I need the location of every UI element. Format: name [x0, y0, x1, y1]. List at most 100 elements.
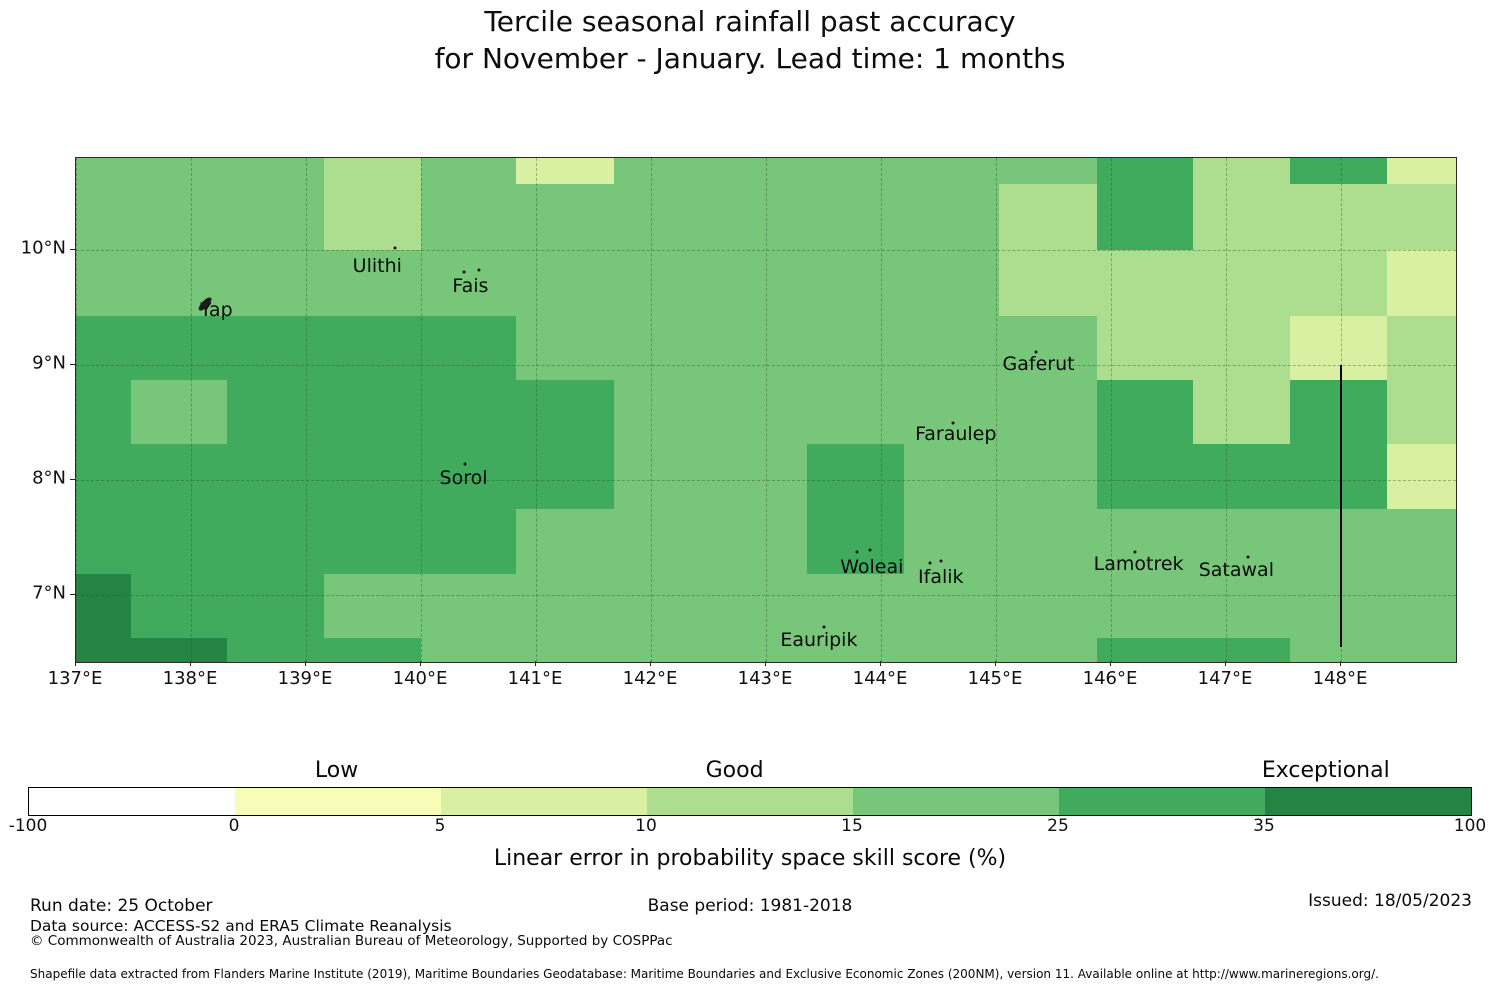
map-cell [1097, 379, 1194, 446]
map-cell [904, 315, 1001, 381]
x-axis-tickmark [880, 661, 881, 666]
map-cell [516, 508, 615, 575]
x-axis-tickmark [1110, 661, 1111, 666]
map-cell [1290, 250, 1388, 317]
x-axis-tick-label: 147°E [1197, 668, 1253, 689]
map-cell [904, 184, 1001, 251]
island-marker-dot [928, 561, 932, 565]
map-cell [1097, 184, 1194, 251]
map-cell [1387, 637, 1456, 662]
map-cell [516, 574, 615, 639]
x-axis-tick-label: 140°E [392, 668, 448, 689]
island-marker-dot [822, 625, 825, 629]
island-marker-dot [1246, 555, 1250, 559]
map-cell [1290, 158, 1388, 186]
map-cell [1387, 250, 1456, 317]
x-axis-tick-label: 145°E [967, 668, 1023, 689]
map-cell [904, 508, 1001, 575]
map-cell [614, 315, 711, 381]
longitude-gridline [536, 158, 537, 662]
map-cell [516, 637, 615, 662]
colorbar-segment [441, 788, 647, 815]
map-cell [1097, 508, 1194, 575]
map-cell [999, 574, 1098, 639]
map-cell [614, 184, 711, 251]
map-cell [709, 250, 809, 317]
map-cell [516, 158, 615, 186]
map-cell [709, 379, 809, 446]
map-cell [1192, 637, 1292, 662]
map-cell [614, 444, 711, 510]
longitude-gridline [651, 158, 652, 662]
map-cell [807, 379, 905, 446]
colorbar-category-label: Low [314, 758, 359, 783]
island-label: Fais [452, 274, 489, 297]
y-axis-tick-label: 9°N [32, 352, 66, 374]
base-period-text: Base period: 1981-2018 [647, 896, 853, 916]
colorbar-segment [1265, 788, 1471, 815]
map-cell [516, 250, 615, 317]
map-cell [1290, 184, 1388, 251]
map-cell [226, 250, 326, 317]
map-cell [807, 315, 905, 381]
island-label: Eauripik [780, 628, 858, 651]
map-cell [709, 444, 809, 510]
map-cell [421, 574, 518, 639]
map-cell [421, 444, 518, 510]
colorbar-axis-label: Linear error in probability space skill … [493, 846, 1007, 871]
map-cell [516, 379, 615, 446]
x-axis-tick-label: 139°E [277, 668, 333, 689]
eez-boundary-line [1340, 365, 1342, 647]
colorbar-tick-label: 10 [635, 816, 657, 836]
data-source-text: Data source: ACCESS-S2 and ERA5 Climate … [30, 917, 452, 935]
map-cell [324, 315, 422, 381]
map-cell [324, 250, 422, 317]
map-cell [999, 184, 1098, 251]
island-marker-dot [463, 462, 467, 466]
latitude-gridline [76, 595, 1456, 596]
map-cell [1387, 158, 1456, 186]
island-label: Ulithi [352, 255, 402, 278]
colorbar-category-label: Exceptional [1261, 758, 1390, 783]
x-axis-tickmark [420, 661, 421, 666]
map-cell [76, 250, 132, 317]
map-cell [1192, 250, 1292, 317]
map-cell [421, 508, 518, 575]
map-cell [1192, 184, 1292, 251]
colorbar-tick-label: 100 [1453, 816, 1487, 836]
title-line-1: Tercile seasonal rainfall past accuracy [484, 5, 1016, 38]
map-cell [421, 250, 518, 317]
map-cell [226, 444, 326, 510]
map-cell [1097, 315, 1194, 381]
x-axis-tick-label: 148°E [1312, 668, 1368, 689]
island-marker-dot [939, 559, 943, 562]
x-axis-tick-label: 141°E [507, 668, 563, 689]
map-cell [76, 637, 132, 662]
map-cell [1097, 637, 1194, 662]
map-cell [76, 315, 132, 381]
map-cell [324, 379, 422, 446]
map-cell [421, 637, 518, 662]
rainfall-accuracy-map: Yap Ulithi Fais Gaferut Faraulep Sorol Woleai I… [75, 157, 1457, 663]
map-cell [1097, 250, 1194, 317]
longitude-gridline [881, 158, 882, 662]
map-cell [1290, 574, 1388, 639]
island-marker-dot [1133, 550, 1137, 554]
map-cell [1387, 444, 1456, 510]
colorbar-segment [29, 788, 235, 815]
map-cell [1192, 508, 1292, 575]
island-marker-dot [855, 550, 859, 554]
map-cell [131, 637, 228, 662]
map-cell [226, 379, 326, 446]
colorbar-tick-label: 35 [1253, 816, 1275, 836]
map-cell [709, 508, 809, 575]
map-cell [1192, 444, 1292, 510]
x-axis-tick-label: 142°E [622, 668, 678, 689]
map-cell [709, 574, 809, 639]
map-cell [614, 574, 711, 639]
x-axis-tickmark [75, 661, 76, 666]
shapefile-attribution-text: Shapefile data extracted from Flanders M… [30, 967, 1379, 981]
map-cell [807, 637, 905, 662]
map-cell [226, 637, 326, 662]
island-marker-dot [477, 268, 480, 272]
